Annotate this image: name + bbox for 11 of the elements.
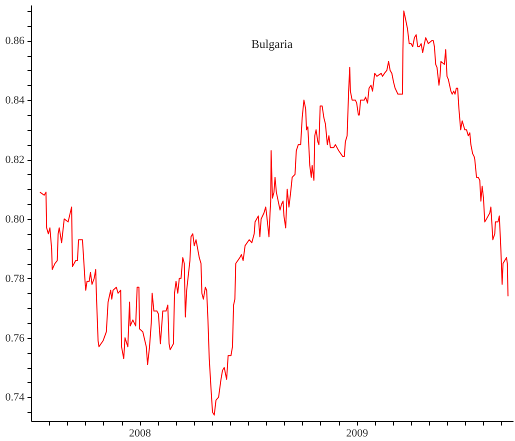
- y-tick-label: 0.74: [5, 392, 25, 404]
- x-tick-label: 2009: [346, 428, 369, 440]
- y-tick-label: 0.80: [5, 213, 25, 226]
- y-tick-label: 0.78: [5, 272, 25, 285]
- text: Bulgaria: [251, 36, 294, 51]
- y-tick-label: 0.86: [5, 35, 25, 48]
- x-tick-label: 2008: [129, 428, 152, 440]
- y-tick-label: 0.84: [5, 94, 25, 107]
- y-tick-label: 0.82: [5, 154, 24, 166]
- line-series: [39, 10, 509, 416]
- y-tick-label: 0.76: [5, 332, 25, 344]
